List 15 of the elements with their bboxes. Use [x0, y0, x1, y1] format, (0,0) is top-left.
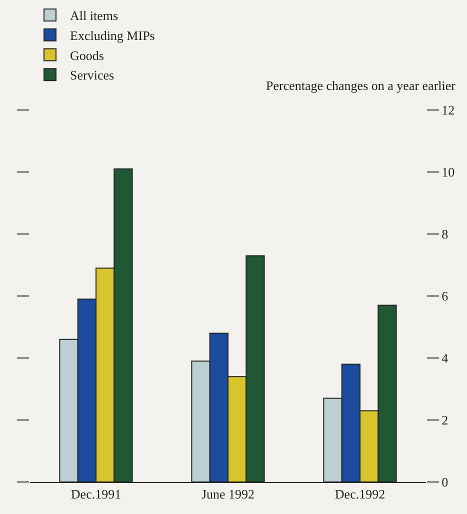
legend-label: All items [70, 8, 118, 24]
y-tick-label: 0 [442, 474, 448, 490]
x-tick-label: Dec.1992 [334, 486, 386, 502]
x-tick-label: June 1992 [201, 486, 255, 502]
y-axis-title: Percentage changes on a year earlier [266, 78, 456, 93]
y-tick-label: 2 [442, 412, 448, 428]
y-tick-label: 8 [442, 226, 448, 242]
x-tick-label: Dec.1991 [70, 486, 122, 502]
legend-label: Goods [70, 48, 104, 63]
y-tick-label: 4 [442, 350, 449, 366]
y-tick-label: 6 [442, 288, 449, 304]
legend-label: Excluding MIPs [70, 28, 155, 43]
y-tick-label: 10 [442, 164, 455, 180]
y-tick-label: 12 [442, 102, 455, 118]
legend-label: Services [70, 68, 114, 83]
